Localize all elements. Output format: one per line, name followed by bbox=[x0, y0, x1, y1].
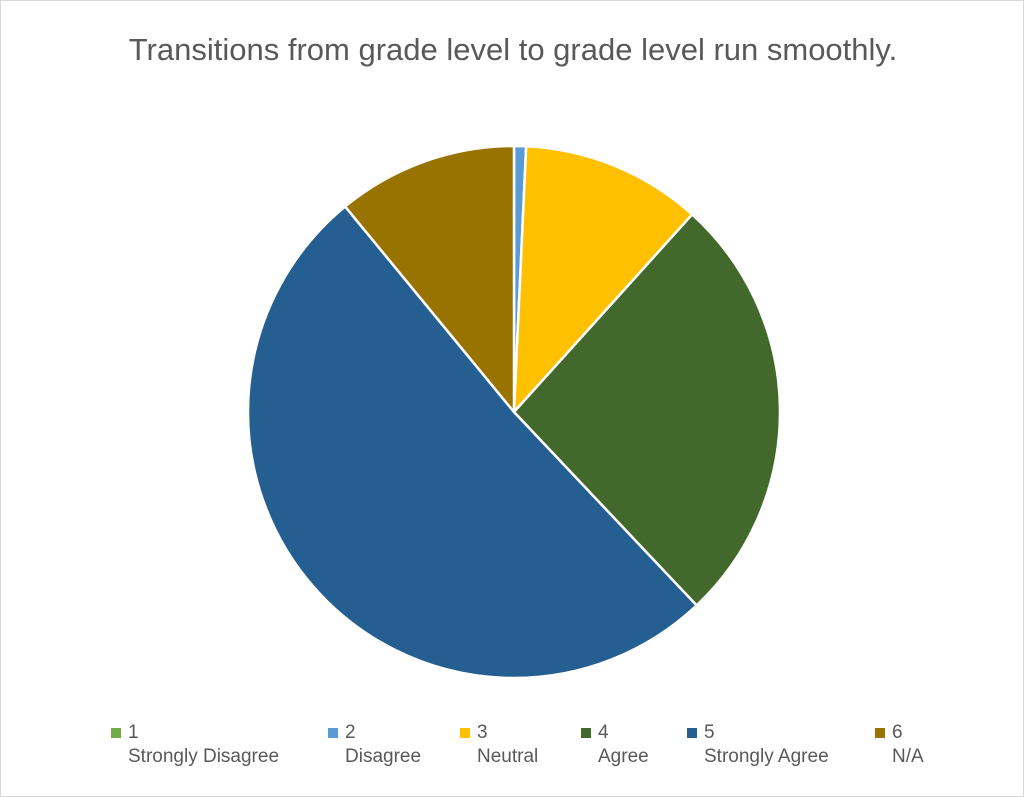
legend-swatch bbox=[111, 728, 121, 738]
legend-item: 4 Agree bbox=[581, 721, 649, 769]
legend-label: 4 Agree bbox=[598, 722, 649, 767]
legend-label: 5 Strongly Agree bbox=[704, 722, 829, 767]
legend-item: 2 Disagree bbox=[328, 721, 421, 769]
pie-slice bbox=[512, 212, 782, 608]
legend-swatch bbox=[687, 728, 697, 738]
legend-swatch bbox=[328, 728, 338, 738]
pie-slice bbox=[512, 144, 694, 416]
legend-item: 6 N/A bbox=[875, 721, 924, 769]
legend-item: 1 Strongly Disagree bbox=[111, 721, 279, 769]
pie-slice bbox=[246, 204, 699, 680]
legend-item: 3 Neutral bbox=[460, 721, 538, 769]
chart-title: Transitions from grade level to grade le… bbox=[128, 32, 898, 67]
legend-label: 1 Strongly Disagree bbox=[128, 722, 280, 767]
legend-swatch bbox=[875, 728, 885, 738]
legend-item: 5 Strongly Agree bbox=[687, 721, 829, 769]
legend-swatch bbox=[460, 728, 470, 738]
pie-slice bbox=[343, 144, 516, 416]
legend-swatch bbox=[581, 728, 591, 738]
legend-label: 3 Neutral bbox=[477, 722, 539, 767]
legend-label: 2 Disagree bbox=[345, 722, 422, 767]
legend-label: 6 N/A bbox=[892, 722, 924, 767]
